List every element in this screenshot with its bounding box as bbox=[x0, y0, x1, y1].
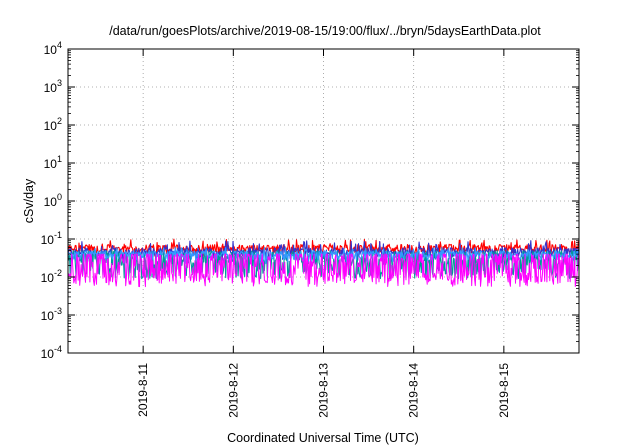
y-tick-label: 100 bbox=[44, 192, 62, 209]
y-tick-label: 103 bbox=[44, 78, 62, 95]
x-tick-label: 2019-8-14 bbox=[407, 363, 421, 418]
y-tick-label: 10-4 bbox=[41, 344, 62, 361]
y-tick-label: 10-1 bbox=[41, 230, 62, 247]
y-tick-label: 10-2 bbox=[41, 268, 62, 285]
x-tick-label: 2019-8-13 bbox=[317, 363, 331, 418]
grid-lines bbox=[68, 49, 579, 353]
series-line bbox=[67, 246, 580, 265]
y-tick-label: 102 bbox=[44, 116, 62, 133]
x-tick-label: 2019-8-11 bbox=[136, 363, 150, 417]
chart-title: /data/run/goesPlots/archive/2019-08-15/1… bbox=[109, 24, 541, 38]
series-line bbox=[67, 253, 580, 288]
y-tick-label: 101 bbox=[44, 154, 62, 171]
y-tick-label: 10-3 bbox=[41, 306, 62, 323]
data-series bbox=[67, 238, 580, 288]
y-tick-label: 104 bbox=[44, 40, 62, 57]
axis-ticks: 10-4 10-3 10-2 10-1 100 101 102 103 104 2019-8-11… bbox=[41, 40, 579, 418]
x-tick-label: 2019-8-15 bbox=[497, 363, 511, 418]
x-tick-label: 2019-8-12 bbox=[226, 363, 240, 418]
y-axis-label: cSv/day bbox=[22, 178, 36, 223]
x-axis-label: Coordinated Universal Time (UTC) bbox=[227, 431, 419, 445]
